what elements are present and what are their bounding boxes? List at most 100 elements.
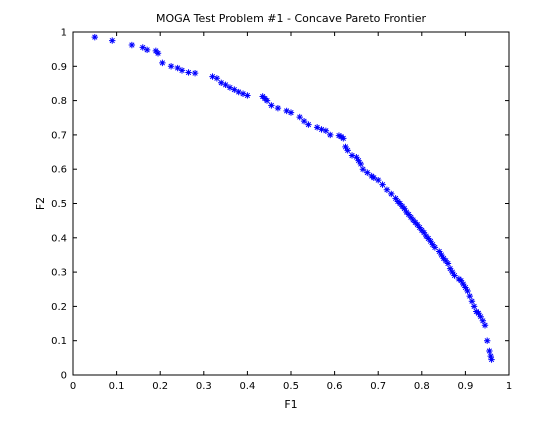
y-tick-label: 0.2 (51, 302, 67, 313)
data-point (375, 176, 382, 184)
data-point (475, 310, 482, 317)
data-point (268, 102, 275, 109)
data-point (449, 268, 456, 276)
y-tick-label: 0.4 (51, 233, 67, 244)
data-point (348, 152, 356, 159)
data-point (209, 73, 216, 80)
x-tick-label: 0.3 (196, 381, 212, 392)
data-point (457, 277, 465, 284)
data-point (446, 265, 454, 272)
data-point (364, 169, 371, 176)
data-point (218, 79, 225, 86)
data-point (283, 107, 290, 115)
data-point (470, 303, 478, 310)
y-tick-label: 0 (61, 371, 67, 382)
data-point (486, 347, 493, 355)
data-point (396, 200, 404, 207)
data-point (462, 284, 469, 291)
data-point (322, 127, 330, 134)
data-point (128, 41, 136, 49)
data-point (159, 59, 166, 67)
data-point (231, 86, 238, 93)
data-point (226, 84, 234, 91)
data-point (403, 208, 410, 216)
data-point (401, 205, 408, 212)
data-point (143, 46, 151, 54)
data-point (305, 121, 312, 128)
data-point (460, 280, 467, 288)
data-point (479, 317, 487, 325)
x-tick-label: 0.6 (327, 381, 343, 392)
y-tick-label: 0.8 (51, 96, 67, 107)
data-point (440, 255, 447, 262)
data-point (185, 69, 192, 76)
data-point (487, 352, 494, 360)
x-tick-label: 0.1 (109, 381, 125, 392)
data-point (468, 298, 476, 305)
data-point (287, 109, 295, 116)
data-point (388, 190, 395, 198)
data-point (416, 224, 423, 231)
data-point (357, 160, 364, 168)
y-tick-label: 0.3 (51, 268, 67, 279)
data-point (296, 113, 303, 121)
data-point (174, 64, 181, 72)
data-point (274, 104, 282, 112)
data-point (484, 337, 491, 344)
data-point (213, 75, 221, 82)
data-point (344, 147, 351, 154)
data-point (422, 232, 430, 240)
data-point (451, 272, 458, 279)
data-point (222, 81, 229, 89)
data-point (488, 356, 495, 363)
data-point (139, 44, 146, 51)
plot-area (72, 31, 510, 376)
data-point (431, 244, 439, 251)
data-point (91, 33, 98, 41)
data-point (405, 211, 412, 218)
y-tick-label: 0.1 (51, 336, 67, 347)
y-tick-label: 0.7 (51, 130, 67, 141)
y-tick-label: 0.6 (51, 165, 67, 176)
data-point (442, 257, 449, 264)
y-axis-label: F2 (34, 197, 47, 210)
data-point (379, 181, 386, 188)
x-tick-label: 1 (506, 381, 512, 392)
data-point (353, 153, 360, 161)
data-point (263, 97, 271, 104)
data-point (370, 174, 378, 181)
data-point (414, 221, 421, 228)
data-point (420, 229, 428, 236)
x-tick-label: 0.4 (239, 381, 255, 392)
data-point (313, 124, 321, 131)
data-point (412, 219, 419, 226)
x-tick-label: 0 (70, 381, 76, 392)
data-point (335, 132, 343, 139)
data-point (342, 143, 349, 151)
data-point (398, 203, 406, 210)
data-point (436, 248, 443, 255)
data-point (355, 157, 362, 164)
x-axis-label: F1 (284, 398, 297, 411)
data-point (409, 216, 417, 224)
data-point (481, 322, 489, 329)
data-point (167, 63, 175, 70)
axis-ticks: 0 0.1 0.2 0.3 0.4 0.5 0.6 0.7 0.8 0.9 1 0 0.1 0.2 0.3 0… (51, 28, 512, 393)
data-point (429, 241, 436, 248)
data-point (407, 214, 415, 221)
data-point (340, 135, 347, 142)
x-tick-label: 0.5 (283, 381, 299, 392)
data-point (464, 287, 471, 295)
data-point (327, 131, 334, 139)
data-point (178, 67, 186, 74)
data-point (318, 126, 325, 133)
data-point (109, 37, 116, 44)
data-point (466, 292, 473, 300)
x-tick-label: 0.7 (370, 381, 386, 392)
data-point (235, 88, 242, 96)
y-tick-label: 0.5 (51, 199, 67, 210)
data-point (244, 92, 251, 99)
data-point (438, 251, 445, 259)
y-tick-label: 1 (61, 28, 67, 39)
